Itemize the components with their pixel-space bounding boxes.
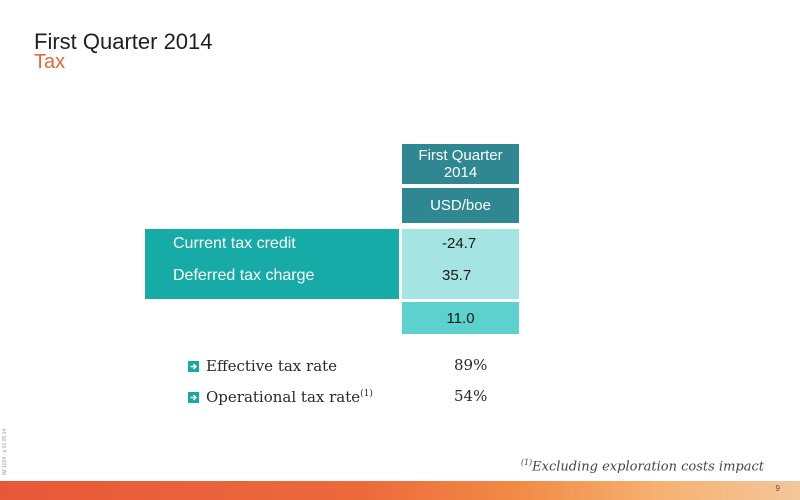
unit-header: USD/boe: [402, 188, 519, 223]
footnote-text: Excluding exploration costs impact: [532, 459, 764, 475]
total-value: 11.0: [402, 302, 519, 334]
arrow-right-icon: [188, 391, 199, 403]
page-number: 9: [775, 484, 780, 493]
footnote-marker: (1): [360, 389, 373, 399]
page-title: First Quarter 2014: [34, 29, 213, 54]
document-code: IM 1014 · p 01 05.14: [2, 428, 8, 475]
rate-row-effective: Effective tax rate: [188, 356, 337, 376]
rate-value-effective: 89%: [454, 356, 488, 374]
row-label-deferred-tax: Deferred tax charge: [173, 267, 315, 284]
row-value-deferred-tax: 35.7: [442, 267, 472, 284]
row-label-current-tax: Current tax credit: [173, 235, 296, 252]
row-value-current-tax: -24.7: [442, 235, 477, 252]
page-subtitle: Tax: [34, 51, 66, 73]
arrow-right-icon: [188, 360, 199, 372]
bottom-decorative-bar: [0, 481, 800, 500]
rate-row-operational: Operational tax rate(1): [188, 387, 373, 407]
rate-value-operational: 54%: [454, 387, 488, 405]
column-header-line-2: 2014: [443, 164, 478, 181]
column-header-line-1: First Quarter: [418, 147, 503, 164]
column-header: First Quarter 2014: [402, 144, 519, 184]
rate-label-effective: Effective tax rate: [206, 357, 338, 375]
footnote: (1)Excluding exploration costs impact: [521, 458, 764, 474]
row-values-block: -24.7 35.7: [402, 229, 519, 299]
rate-label-operational: Operational tax rate(1): [206, 388, 373, 406]
row-labels-block: Current tax credit Deferred tax charge: [145, 229, 399, 299]
footnote-mark: (1): [520, 458, 533, 467]
